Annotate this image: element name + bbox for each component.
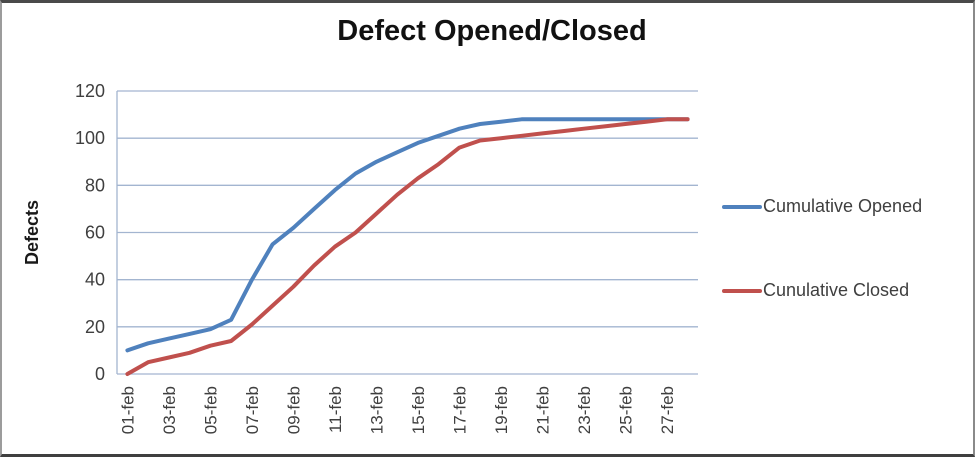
x-tick-label-11-feb: 11-feb (326, 386, 345, 433)
x-tick-label-23-feb: 23-feb (575, 386, 594, 434)
legend-line-sample-opened (722, 204, 762, 209)
x-tick-label-27-feb: 27-feb (658, 386, 677, 434)
y-tick-label-20: 20 (85, 317, 105, 337)
x-tick-label-17-feb: 17-feb (450, 386, 469, 434)
y-tick-label-0: 0 (95, 364, 105, 384)
series-line-cumulative-opened (125, 117, 690, 353)
x-tick-label-25-feb: 25-feb (616, 386, 635, 434)
x-tick-label-01-feb: 01-feb (118, 386, 137, 434)
x-tick-label-09-feb: 09-feb (284, 386, 303, 434)
x-tick-label-07-feb: 07-feb (243, 386, 262, 434)
x-tick-label-03-feb: 03-feb (160, 386, 179, 434)
x-tick-label-05-feb: 05-feb (201, 386, 220, 434)
legend-line-sample-closed (722, 288, 762, 293)
legend-item-cumulative-opened: Cumulative Opened (722, 196, 972, 217)
legend-item-cunulative-closed: Cunulative Closed (722, 280, 972, 301)
y-tick-label-120: 120 (75, 81, 105, 101)
y-tick-label-80: 80 (85, 175, 105, 195)
y-tick-label-100: 100 (75, 128, 105, 148)
y-axis-title: Defects (22, 200, 42, 265)
series-line-cunulative-closed (125, 117, 690, 376)
x-tick-label-15-feb: 15-feb (409, 386, 428, 434)
chart-plot: 0 20 40 60 80 100 120 Defects 01-feb 03-feb 05-feb… (22, 81, 698, 434)
x-tick-label-13-feb: 13-feb (367, 386, 386, 434)
y-tick-label-60: 60 (85, 223, 105, 243)
chart-title: Defect Opened/Closed (337, 15, 647, 47)
y-tick-label-40: 40 (85, 270, 105, 290)
legend-label-closed: Cunulative Closed (763, 280, 910, 300)
x-tick-label-21-feb: 21-feb (533, 386, 552, 434)
x-tick-label-19-feb: 19-feb (492, 386, 511, 434)
legend-label-opened: Cumulative Opened (763, 196, 923, 216)
